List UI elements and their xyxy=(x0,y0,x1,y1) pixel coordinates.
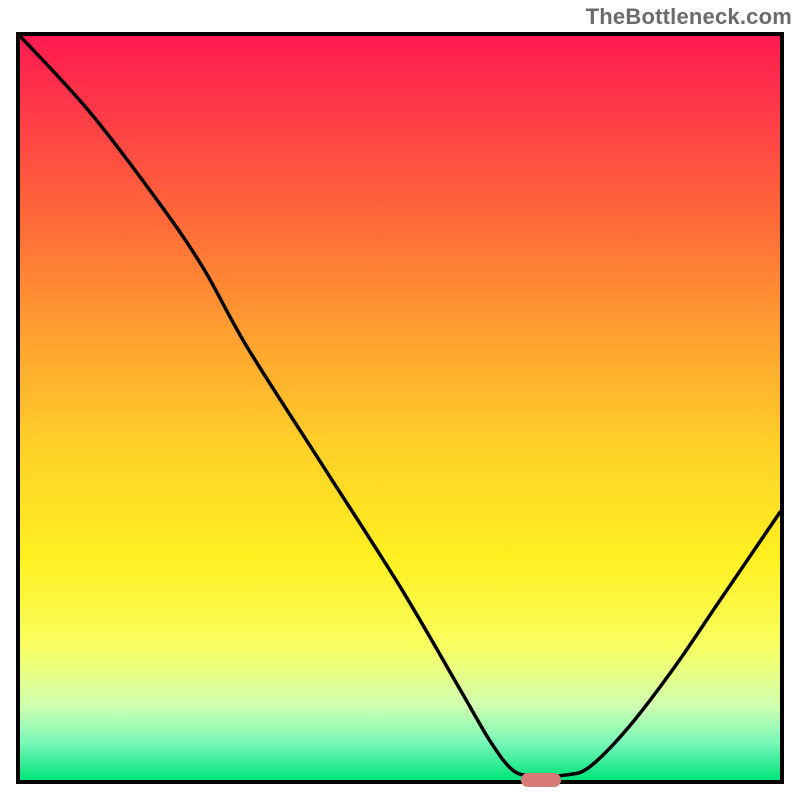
watermark-text: TheBottleneck.com xyxy=(586,4,792,30)
chart-frame: TheBottleneck.com xyxy=(0,0,800,800)
optimum-marker xyxy=(521,773,561,787)
plot-area xyxy=(16,32,784,784)
plot-svg xyxy=(20,36,780,780)
